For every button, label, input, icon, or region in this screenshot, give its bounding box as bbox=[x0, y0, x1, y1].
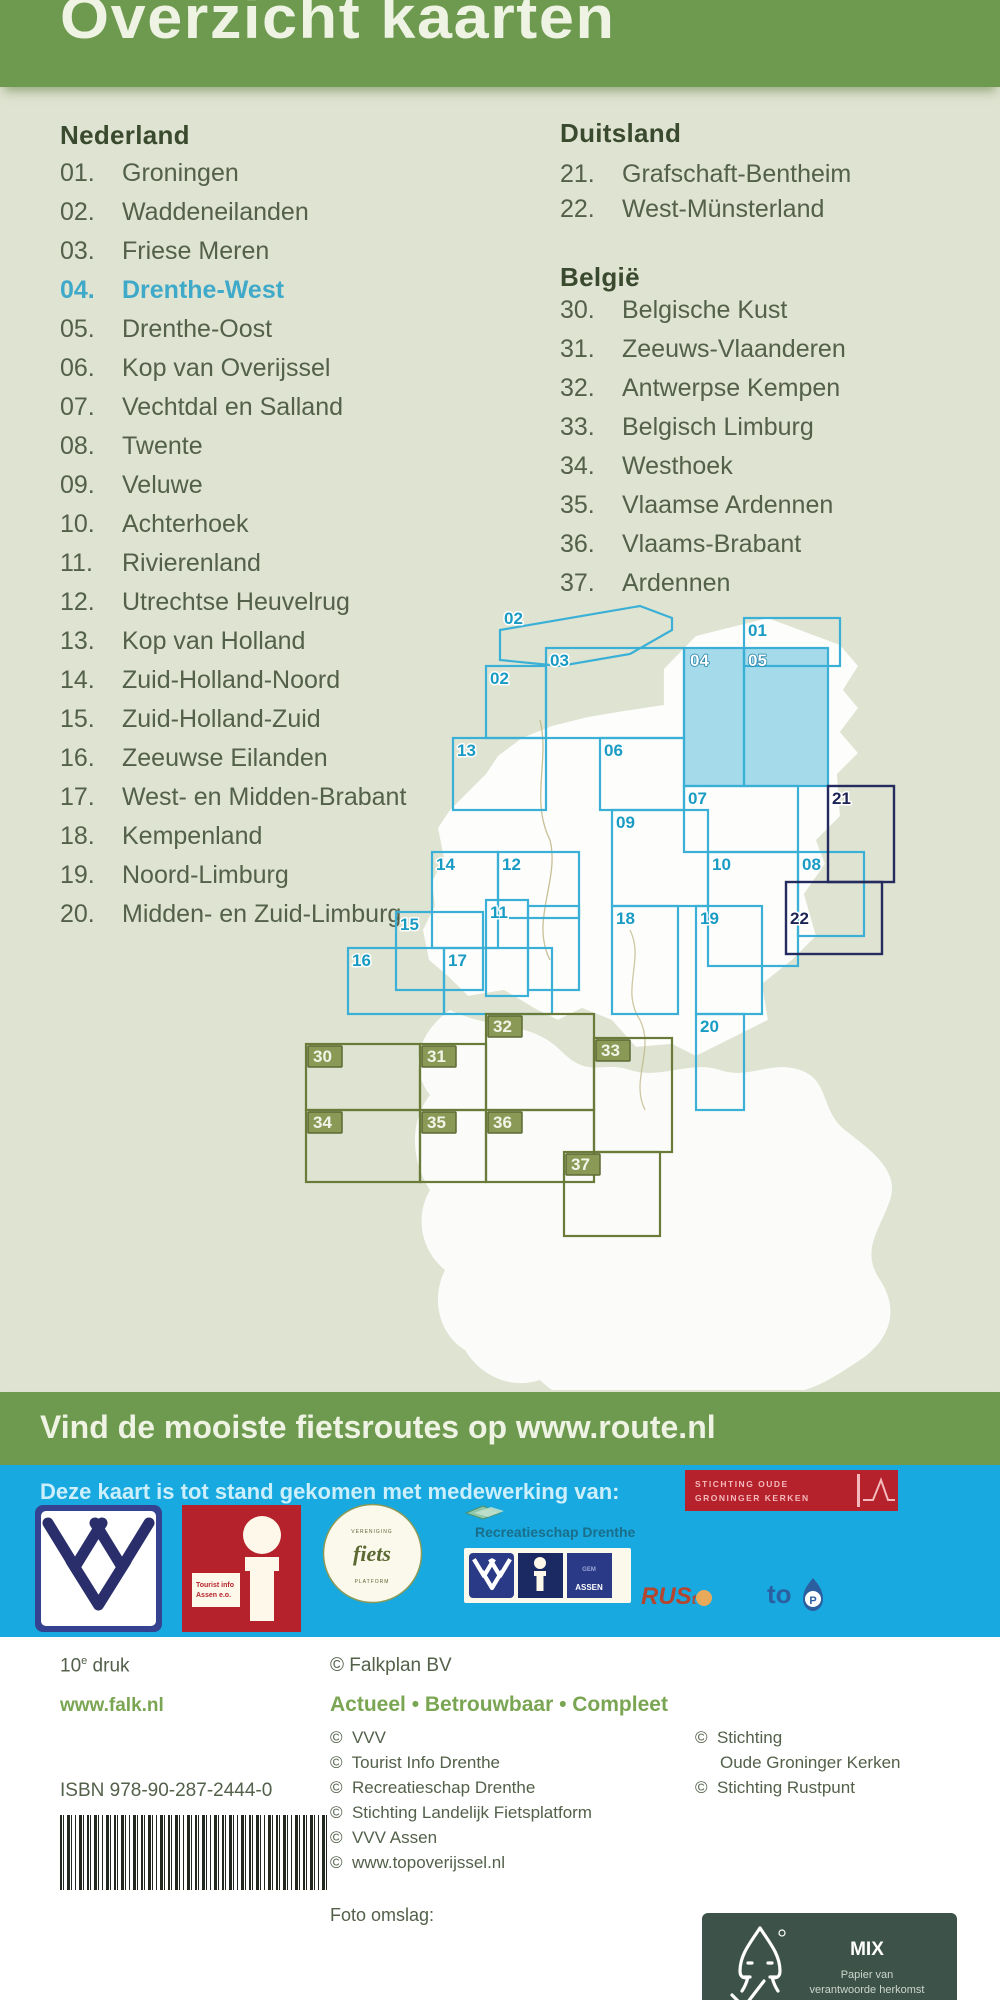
svg-text:VERENIGING: VERENIGING bbox=[351, 1529, 392, 1535]
svg-text:12: 12 bbox=[502, 855, 521, 874]
svg-text:FSC: FSC bbox=[741, 1996, 779, 2000]
svg-text:ASSEN: ASSEN bbox=[575, 1583, 603, 1592]
svg-text:05: 05 bbox=[748, 651, 767, 670]
svg-text:31: 31 bbox=[427, 1047, 446, 1066]
svg-text:07: 07 bbox=[688, 789, 707, 808]
svg-text:09: 09 bbox=[616, 813, 635, 832]
svg-text:10: 10 bbox=[712, 855, 731, 874]
svg-text:Papier van: Papier van bbox=[841, 1969, 894, 1981]
svg-text:30: 30 bbox=[313, 1047, 332, 1066]
svg-text:32: 32 bbox=[493, 1017, 512, 1036]
svg-text:08: 08 bbox=[802, 855, 821, 874]
svg-text:01: 01 bbox=[748, 621, 767, 640]
svg-text:fiets: fiets bbox=[353, 1541, 391, 1566]
svg-text:13: 13 bbox=[457, 741, 476, 760]
svg-text:02: 02 bbox=[504, 609, 523, 628]
svg-text:verantwoorde herkomst: verantwoorde herkomst bbox=[810, 1984, 925, 1996]
svg-text:17: 17 bbox=[448, 951, 467, 970]
svg-text:GRONINGER KERKEN: GRONINGER KERKEN bbox=[695, 1493, 810, 1503]
svg-text:11: 11 bbox=[490, 903, 508, 922]
svg-text:P: P bbox=[809, 1595, 816, 1607]
svg-text:37: 37 bbox=[571, 1155, 590, 1174]
svg-text:19: 19 bbox=[700, 909, 719, 928]
svg-text:33: 33 bbox=[601, 1041, 620, 1060]
svg-text:MIX: MIX bbox=[850, 1939, 884, 1960]
svg-text:21: 21 bbox=[832, 789, 851, 808]
svg-text:18: 18 bbox=[616, 909, 635, 928]
svg-text:Tourist info: Tourist info bbox=[196, 1582, 234, 1589]
svg-text:to: to bbox=[767, 1579, 792, 1609]
svg-text:14: 14 bbox=[436, 855, 455, 874]
svg-text:34: 34 bbox=[313, 1113, 332, 1132]
svg-text:GEM: GEM bbox=[582, 1567, 596, 1573]
svg-text:PLATFORM: PLATFORM bbox=[355, 1579, 390, 1585]
svg-text:06: 06 bbox=[604, 741, 623, 760]
svg-text:16: 16 bbox=[352, 951, 371, 970]
svg-text:22: 22 bbox=[790, 909, 809, 928]
svg-text:36: 36 bbox=[493, 1113, 512, 1132]
svg-text:02: 02 bbox=[490, 669, 509, 688]
svg-text:20: 20 bbox=[700, 1017, 719, 1036]
svg-text:15: 15 bbox=[400, 915, 419, 934]
svg-text:03: 03 bbox=[550, 651, 569, 670]
svg-text:04: 04 bbox=[690, 651, 709, 670]
svg-text:Assen e.o.: Assen e.o. bbox=[196, 1592, 231, 1599]
svg-text:STICHTING OUDE: STICHTING OUDE bbox=[695, 1479, 789, 1489]
svg-text:35: 35 bbox=[427, 1113, 446, 1132]
